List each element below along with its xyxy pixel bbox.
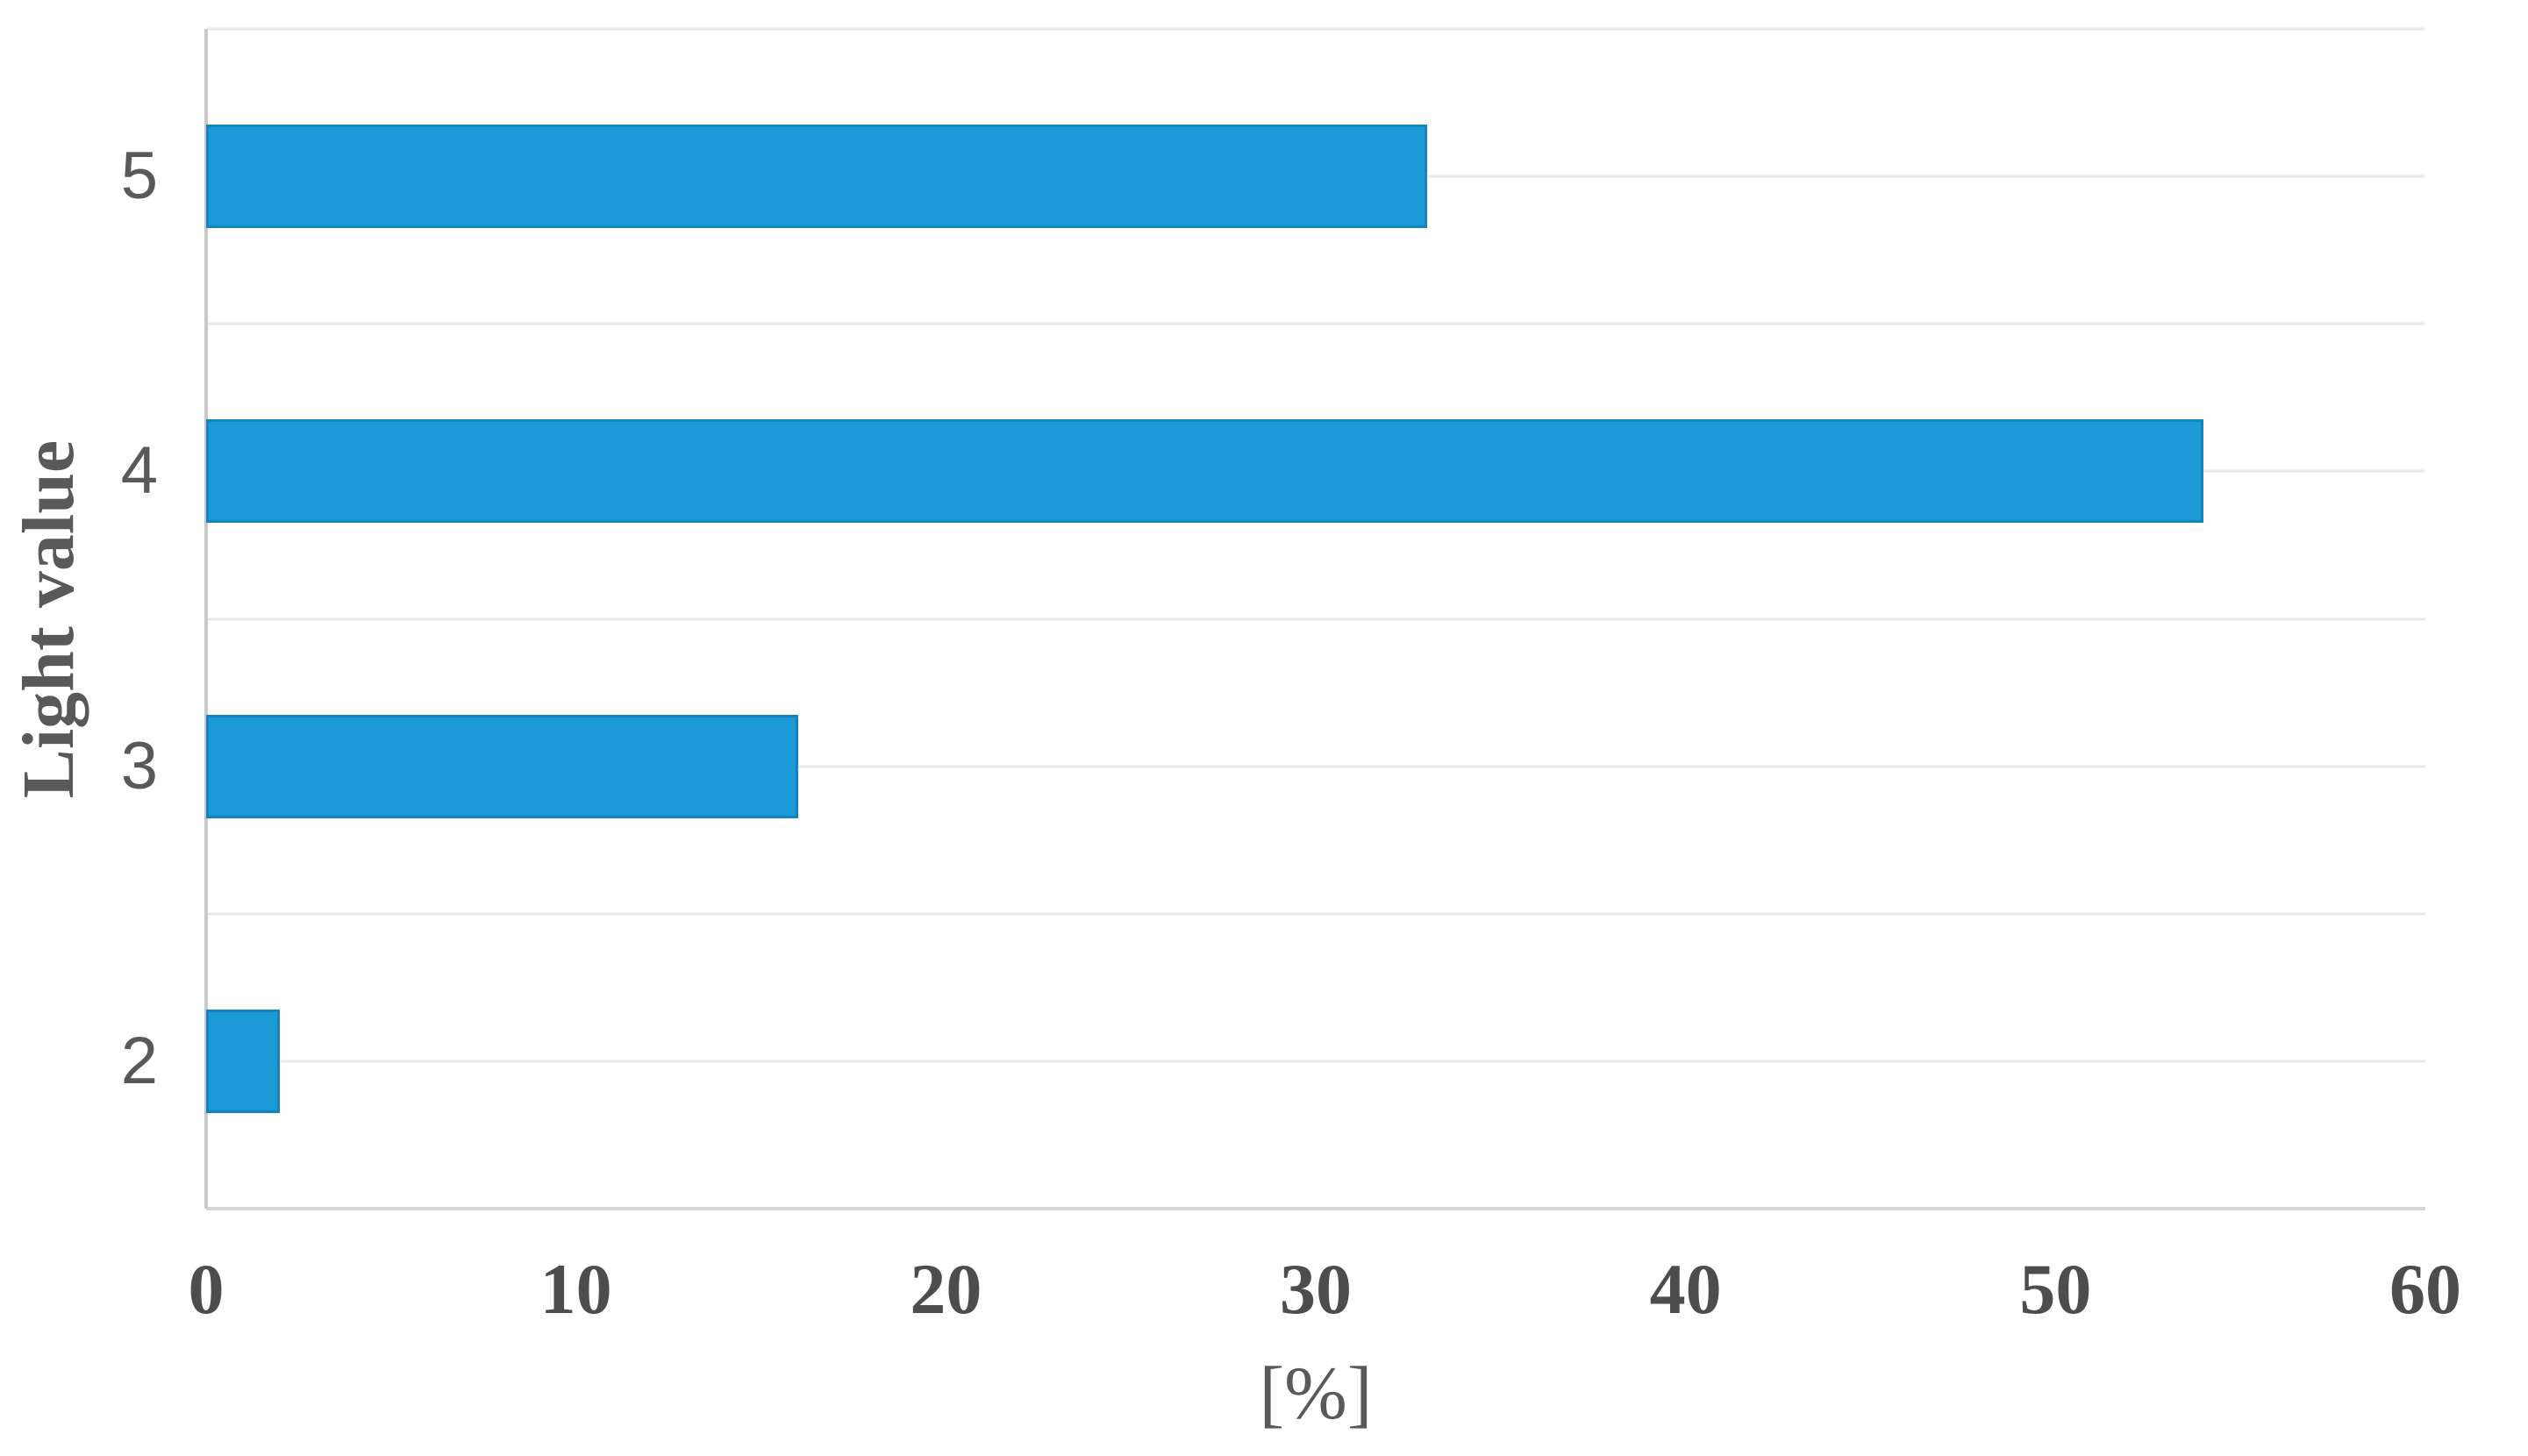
- category-label-3: 3: [120, 728, 158, 803]
- x-tick-label-40: 40: [1649, 1249, 1722, 1329]
- x-tick-label-60: 60: [2389, 1249, 2461, 1329]
- x-axis-line: [206, 1207, 2425, 1210]
- category-label-5: 5: [120, 139, 158, 214]
- gridline: [206, 765, 2425, 768]
- x-tick-label-10: 10: [539, 1249, 612, 1329]
- x-tick-label-30: 30: [1280, 1249, 1352, 1329]
- category-label-4: 4: [120, 433, 158, 509]
- x-tick-label-0: 0: [188, 1249, 225, 1329]
- x-tick-label-50: 50: [2019, 1249, 2092, 1329]
- plot-area: [204, 27, 2425, 1210]
- gridline: [206, 617, 2425, 620]
- bar-category-4: [206, 419, 2203, 524]
- gridline: [206, 322, 2425, 325]
- x-axis-title: [%]: [1259, 1351, 1373, 1435]
- bar-category-5: [206, 125, 1427, 229]
- gridline: [206, 912, 2425, 916]
- gridline: [206, 1060, 2425, 1063]
- category-label-2: 2: [120, 1023, 158, 1098]
- bar-category-3: [206, 714, 798, 818]
- x-tick-label-20: 20: [910, 1249, 982, 1329]
- gridline: [206, 27, 2425, 31]
- bar-category-2: [206, 1009, 281, 1113]
- y-axis-line: [204, 29, 208, 1209]
